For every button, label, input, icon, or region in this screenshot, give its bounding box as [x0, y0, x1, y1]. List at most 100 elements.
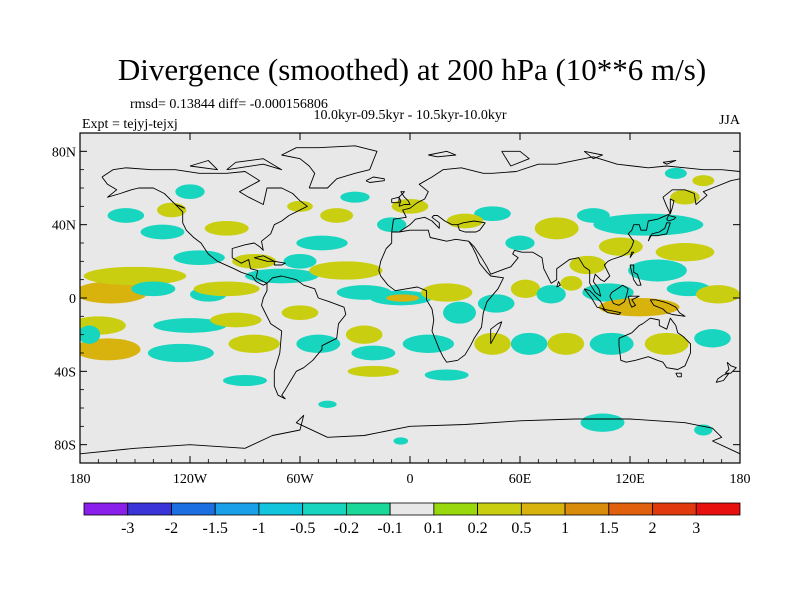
divergence-contour-48: [80, 338, 141, 361]
coastline-20: [629, 264, 642, 286]
divergence-contour-65: [347, 365, 400, 377]
coastline-8: [398, 191, 411, 207]
divergence-contour-61: [589, 332, 634, 355]
divergence-contour-5: [173, 250, 225, 265]
colorbar: -3 -2 -1.5 -1 -0.5 -0.2 -0.1 0.1 0.2 0.5 1 1.5 2 3: [83, 502, 741, 537]
divergence-field: [80, 167, 740, 445]
divergence-contour-37: [287, 200, 313, 212]
colorbar-swatch-12: [608, 502, 653, 516]
divergence-contour-6: [232, 254, 277, 269]
coastline-24: [629, 251, 635, 258]
coastline-36: [662, 160, 677, 165]
colorbar-label-8: 0.2: [468, 520, 488, 537]
coastline-34: [428, 150, 457, 158]
divergence-contour-45: [692, 175, 715, 187]
divergence-contour-17: [536, 285, 566, 304]
divergence-contour-29: [505, 235, 535, 251]
colorbar-label-9: 0.5: [511, 520, 531, 537]
colorbar-label-1: -2: [165, 520, 178, 537]
colorbar-swatch-3: [214, 502, 260, 516]
coastline-18: [627, 295, 640, 308]
divergence-contour-35: [320, 208, 354, 223]
coastline-33: [501, 150, 530, 167]
colorbar-label-6: -0.1: [377, 520, 402, 537]
colorbar-swatch-2: [171, 502, 216, 516]
colorbar-label-3: -1: [252, 520, 265, 537]
colorbar-label-0: -3: [121, 520, 134, 537]
coastline-12: [675, 372, 682, 378]
axis-ticks: 180 120W 60W 0 60E 120E 180 80N 40N 0 40S 80S: [52, 133, 751, 487]
x-tick-label-2: 60W: [286, 472, 314, 487]
x-tick-label-4: 60E: [509, 472, 532, 487]
divergence-contour-70: [393, 437, 409, 445]
coastline-11: [618, 317, 691, 370]
divergence-contour-42: [175, 184, 205, 200]
divergence-contour-32: [377, 217, 407, 233]
coastline-3: [378, 229, 504, 363]
y-tick-label-1: 40N: [52, 219, 76, 234]
colorbar-label-12: 2: [649, 520, 657, 537]
divergence-contour-8: [283, 254, 317, 269]
coastlines: [80, 145, 740, 455]
divergence-contour-60: [547, 332, 585, 355]
divergence-contour-38: [204, 221, 249, 236]
coastline-26: [490, 321, 503, 345]
coastline-2: [261, 275, 347, 400]
colorbar-swatch-1: [127, 502, 172, 516]
divergence-contour-51: [228, 334, 280, 354]
coastline-35: [583, 150, 603, 160]
divergence-contour-56: [351, 345, 396, 361]
divergence-contour-69: [580, 413, 625, 432]
coastline-6: [457, 220, 486, 233]
coastline-27: [80, 414, 740, 455]
divergence-contour-63: [694, 329, 731, 348]
divergence-contour-26: [593, 213, 704, 236]
season-label: JJA: [719, 113, 741, 128]
coastline-29: [273, 260, 286, 266]
coastline-5: [468, 178, 740, 297]
divergence-contour-12: [386, 294, 420, 302]
colorbar-swatch-14: [695, 502, 741, 516]
coastline-10: [365, 176, 385, 183]
y-tick-label-0: 80N: [52, 145, 76, 160]
coastline-9: [391, 196, 400, 204]
coastline-1: [281, 145, 378, 189]
x-tick-label-6: 180: [730, 472, 751, 487]
divergence-contour-40: [157, 202, 187, 218]
divergence-contour-1: [83, 266, 187, 286]
colorbar-swatch-5: [302, 502, 347, 516]
x-tick-label-0: 180: [70, 472, 91, 487]
divergence-contour-16: [510, 279, 541, 299]
chart-title: Divergence (smoothed) at 200 hPa (10**6 …: [118, 52, 706, 87]
colorbar-label-10: 1: [561, 520, 569, 537]
divergence-contour-22: [628, 259, 687, 282]
divergence-contour-20: [582, 283, 634, 302]
divergence-contour-68: [318, 400, 337, 409]
colorbar-label-2: -1.5: [203, 520, 228, 537]
colorbar-swatch-11: [564, 502, 610, 516]
y-tick-label-3: 40S: [54, 365, 76, 380]
rmsd-label: rmsd= 0.13844 diff= -0.000156806: [130, 97, 328, 112]
coastline-16: [602, 308, 622, 315]
colorbar-swatch-4: [258, 502, 304, 516]
colorbar-label-11: 1.5: [599, 520, 619, 537]
divergence-contour-9: [309, 261, 383, 280]
y-tick-label-2: 0: [69, 292, 76, 307]
coastline-22: [666, 215, 677, 222]
divergence-contour-49: [153, 318, 227, 333]
divergence-contour-34: [296, 235, 348, 251]
divergence-contour-0: [80, 281, 148, 304]
divergence-contour-2: [131, 281, 176, 297]
y-tick-label-4: 80S: [54, 439, 76, 454]
divergence-contour-52: [210, 312, 262, 328]
coastline-7: [398, 215, 458, 233]
divergence-contour-66: [424, 369, 469, 381]
divergence-contour-33: [391, 199, 429, 214]
coastline-14: [715, 372, 730, 383]
divergence-contour-44: [670, 189, 700, 205]
divergence-contour-15: [477, 294, 515, 313]
x-tick-label-1: 120W: [173, 472, 208, 487]
divergence-contour-67: [223, 375, 267, 386]
divergence-contour-25: [696, 285, 740, 304]
